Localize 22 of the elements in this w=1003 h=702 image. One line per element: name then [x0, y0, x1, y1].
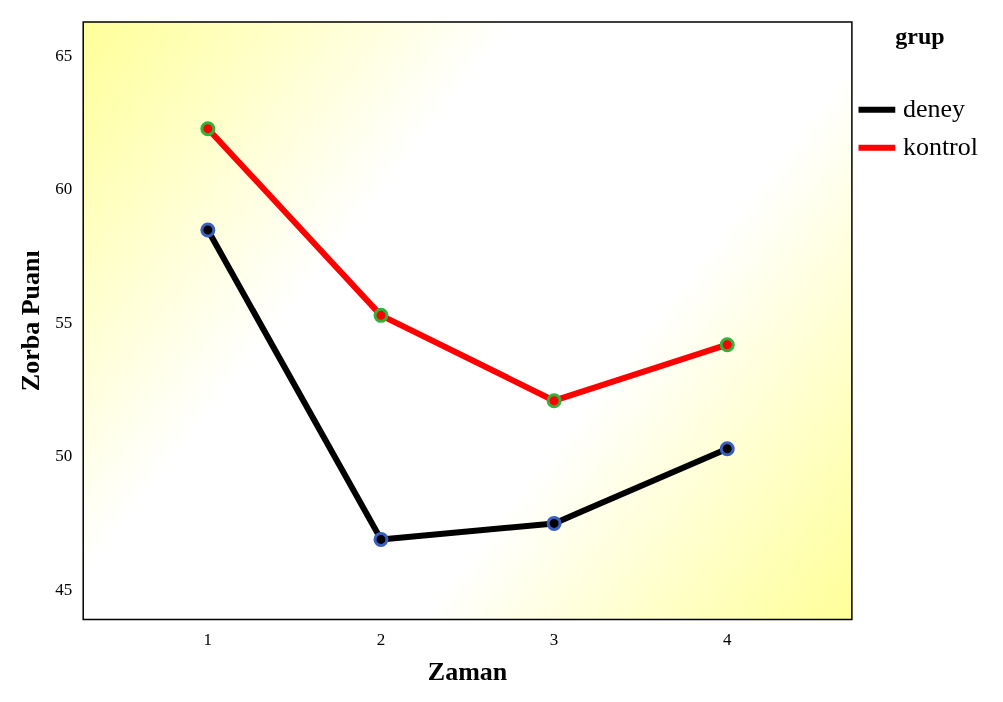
x-axis-title: Zaman: [427, 657, 508, 687]
y-tick-label: 60: [55, 179, 73, 199]
point: [719, 337, 735, 353]
x-tick-label: 4: [722, 630, 732, 650]
point: [373, 307, 389, 323]
point: [719, 441, 735, 457]
point: [546, 393, 562, 409]
y-tick-label: 55: [55, 312, 73, 332]
legend-label: deney: [902, 93, 965, 123]
point: [373, 531, 389, 547]
x-tick-label: 3: [549, 630, 559, 650]
legend-label: kontrol: [902, 131, 978, 161]
y-tick-label: 65: [55, 46, 73, 66]
legend-title: grup: [895, 23, 945, 50]
x-tick-label: 1: [203, 630, 213, 650]
point: [200, 121, 216, 137]
point: [200, 222, 216, 238]
y-axis-title: Zorba Puanı: [16, 250, 46, 392]
y-tick-label: 50: [55, 446, 73, 466]
y-tick-label: 45: [55, 579, 73, 599]
point: [546, 515, 562, 531]
x-tick-label: 2: [376, 630, 386, 650]
